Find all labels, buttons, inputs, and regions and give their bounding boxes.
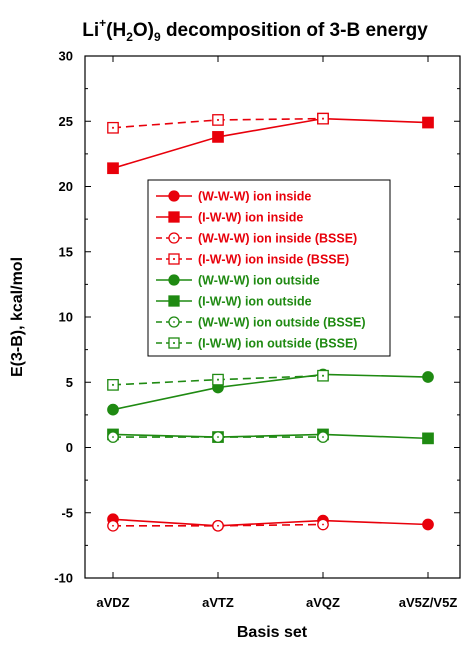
x-tick-label-av5z-v5z: aV5Z/V5Z [399, 595, 458, 610]
y-tick-label: -10 [54, 571, 73, 586]
title-part-post: decomposition of 3-B energy [161, 20, 429, 41]
legend-label: (W-W-W) ion outside [198, 274, 320, 288]
x-tick-label-avdz: aVDZ [96, 595, 129, 610]
data-point-center [322, 374, 324, 377]
y-tick-label: 10 [59, 310, 73, 325]
y-axis-label: E(3-B), kcal/mol [9, 257, 26, 377]
legend-marker [168, 190, 180, 202]
data-point-center [322, 523, 324, 526]
series-line [112, 518, 429, 527]
data-point-center [217, 119, 219, 121]
data-point [107, 403, 119, 416]
x-axis: aVDZ aVTZ aVQZ aV5Z/V5Z [96, 56, 457, 610]
y-tick-label: -5 [61, 505, 73, 520]
legend-item-i-w-w-ion-outside: (I-W-W) ion outside [156, 295, 312, 309]
title-part-sub1: 2 [126, 30, 133, 44]
legend-marker-center [173, 258, 175, 260]
legend: (W-W-W) ion inside (I-W-W) ion inside (W-W… [147, 179, 391, 357]
legend-marker [168, 211, 180, 223]
legend-label: (W-W-W) ion outside (BSSE) [198, 316, 366, 330]
data-point-center [217, 378, 219, 381]
x-tick-label-avtz: aVTZ [202, 595, 234, 610]
data-point [422, 432, 434, 445]
data-point [422, 518, 434, 531]
legend-item-i-w-w-ion-outside-bsse: (I-W-W) ion outside (BSSE) [156, 337, 357, 351]
title-part-pre: Li [82, 20, 99, 41]
title-part-mid2: O) [133, 20, 154, 41]
data-point [422, 116, 434, 129]
data-point-center [217, 436, 219, 438]
legend-item-i-w-w-ion-inside: (I-W-W) ion inside [156, 211, 303, 225]
x-axis-label: Basis set [237, 624, 308, 641]
legend-item-w-w-w-ion-outside: (W-W-W) ion outside [156, 274, 320, 288]
data-point [107, 162, 119, 175]
y-axis: -10 -5 0 5 10 15 20 25 30 [54, 49, 460, 586]
data-point [212, 131, 224, 143]
legend-label: (W-W-W) ion inside [198, 190, 311, 204]
legend-item-w-w-w-ion-inside: (W-W-W) ion inside [156, 190, 311, 204]
series-line [112, 373, 429, 411]
series-i-w-w-ion-inside-bsse [107, 112, 329, 134]
series-w-w-w-ion-inside-bsse [107, 518, 329, 532]
y-tick-label: 20 [59, 179, 73, 194]
data-point-center [112, 524, 114, 527]
legend-item-w-w-w-ion-outside-bsse: (W-W-W) ion outside (BSSE) [156, 316, 366, 330]
legend-marker [168, 274, 180, 286]
legend-marker-center [173, 237, 175, 239]
legend-label: (W-W-W) ion inside (BSSE) [198, 232, 357, 246]
data-point-center [112, 436, 114, 438]
legend-label: (I-W-W) ion outside [198, 295, 312, 309]
legend-item-w-w-w-ion-inside-bsse: (W-W-W) ion inside (BSSE) [156, 232, 357, 246]
chart-title: Li+(H2O)9 decomposition of 3-B energy [82, 16, 428, 44]
series-w-w-w-ion-outside-bsse [107, 431, 329, 443]
y-tick-label: 15 [59, 244, 73, 259]
series-line [112, 433, 429, 440]
data-point-center [322, 117, 324, 120]
y-tick-label: 0 [66, 440, 73, 455]
y-tick-label: 25 [59, 114, 73, 129]
series-layer [107, 112, 434, 532]
series-w-w-w-ion-inside [107, 513, 434, 532]
series-line [112, 117, 429, 169]
series-w-w-w-ion-outside [107, 368, 434, 416]
legend-label: (I-W-W) ion outside (BSSE) [198, 337, 357, 351]
legend-box [147, 179, 391, 357]
legend-marker-center [173, 342, 175, 344]
data-point-center [322, 436, 324, 438]
y-tick-label: 5 [66, 375, 73, 390]
title-part-sup: + [99, 16, 106, 30]
legend-marker-center [173, 321, 175, 323]
data-point-center [112, 383, 114, 386]
y-tick-label: 30 [59, 49, 73, 64]
legend-item-i-w-w-ion-inside-bsse: (I-W-W) ion inside (BSSE) [156, 253, 349, 267]
x-tick-label-avqz: aVQZ [306, 595, 340, 610]
data-point [422, 371, 434, 383]
series-i-w-w-ion-inside [107, 112, 434, 175]
legend-label: (I-W-W) ion inside (BSSE) [198, 253, 349, 267]
series-i-w-w-ion-outside-bsse [107, 369, 329, 391]
title-part-mid1: (H [106, 20, 126, 41]
data-point-center [112, 126, 114, 129]
title-part-sub2: 9 [154, 30, 161, 44]
data-point-center [217, 524, 219, 527]
legend-label: (I-W-W) ion inside [198, 211, 303, 225]
legend-marker [168, 295, 180, 307]
